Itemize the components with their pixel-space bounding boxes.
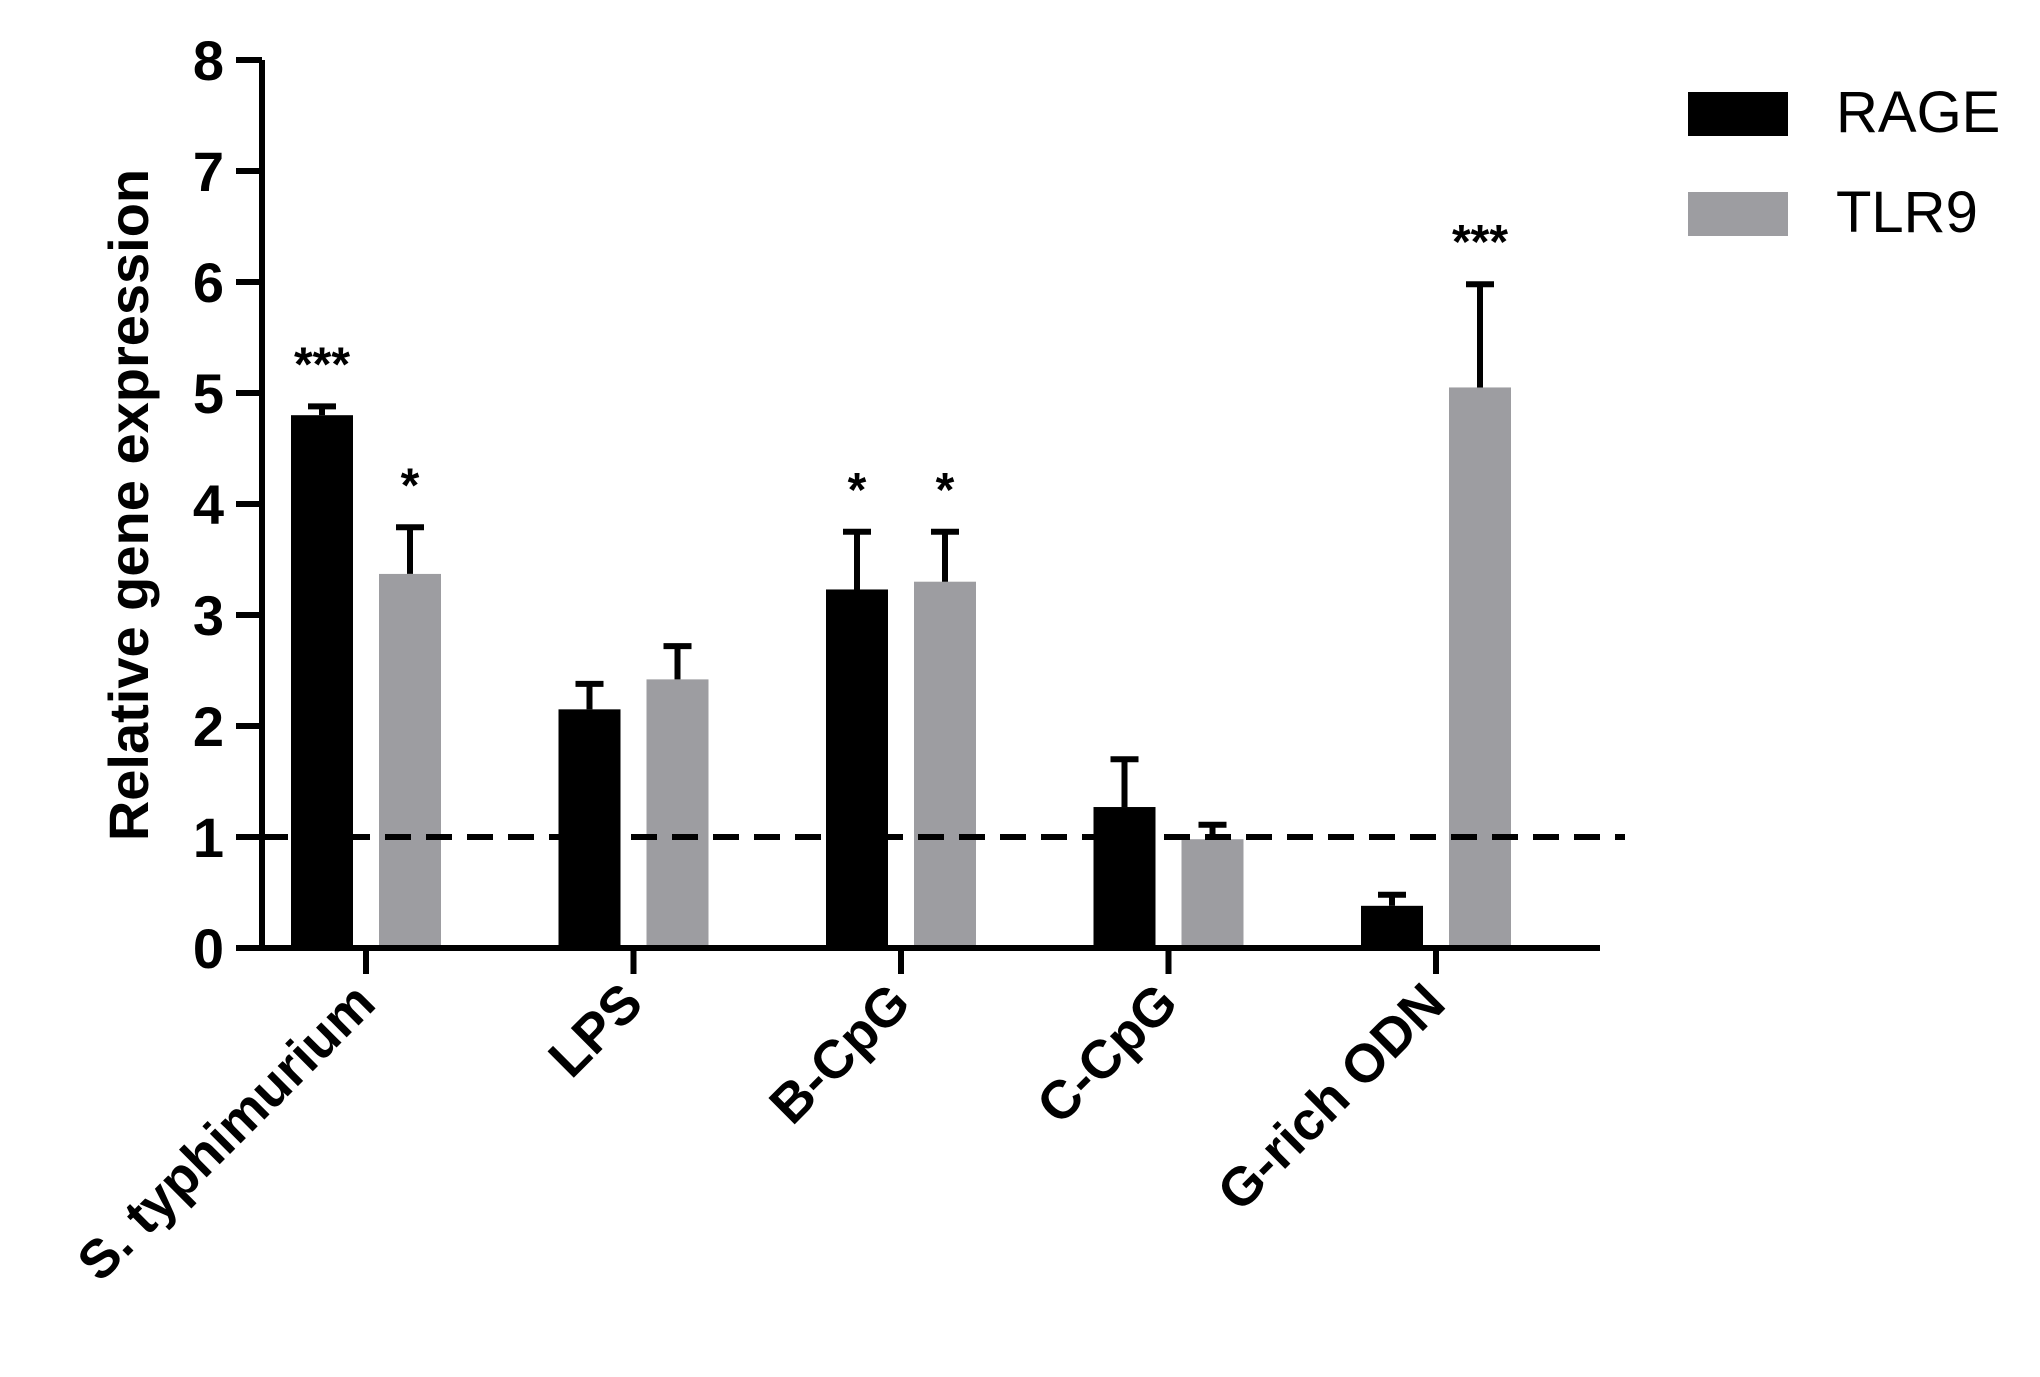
x-tick-label-g-rich-odn: G-rich ODN	[1206, 972, 1456, 1222]
legend-label-tlr9: TLR9	[1836, 180, 1978, 245]
bar-rage-g-rich-odn	[1361, 905, 1423, 948]
bars-layer: ***** ****	[291, 216, 1511, 948]
significance-tlr9-s-typhimurium: *	[401, 459, 420, 512]
bar-tlr9-s-typhimurium	[379, 573, 441, 948]
bar-rage-lps	[558, 709, 621, 948]
bar-tlr9-c-cpg	[1181, 839, 1244, 948]
y-tick-label-0: 0	[193, 917, 224, 980]
bar-rage-c-cpg	[1093, 807, 1156, 948]
significance-rage-s-typhimurium: ***	[294, 338, 350, 391]
x-tick-label-c-cpg: C-CpG	[1026, 972, 1189, 1135]
y-tick-label-2: 2	[193, 695, 224, 758]
y-tick-label-5: 5	[193, 362, 224, 425]
y-tick-label-6: 6	[193, 251, 224, 314]
x-tick-label-s-typhimurium: S. typhimurium	[66, 972, 386, 1292]
y-axis-label: Relative gene expression	[97, 169, 160, 841]
bar-rage-s-typhimurium	[291, 415, 353, 948]
x-tick-label-lps: LPS	[537, 972, 654, 1089]
y-tick-label-4: 4	[193, 473, 224, 536]
bar-tlr9-lps	[646, 679, 709, 948]
y-tick-label-3: 3	[193, 584, 224, 647]
x-tick-label-b-cpg: B-CpG	[758, 972, 921, 1135]
significance-rage-b-cpg: *	[848, 464, 867, 517]
bar-rage-b-cpg	[826, 589, 888, 948]
y-tick-label-8: 8	[193, 29, 224, 92]
y-tick-label-7: 7	[193, 140, 224, 203]
legend-label-rage: RAGE	[1836, 80, 2000, 145]
bar-tlr9-g-rich-odn	[1449, 387, 1511, 948]
legend-swatch-tlr9	[1688, 192, 1788, 236]
bar-tlr9-b-cpg	[914, 581, 976, 948]
legend: RAGE TLR9	[1688, 80, 2000, 245]
y-tick-label-1: 1	[193, 806, 224, 869]
legend-swatch-rage	[1688, 92, 1788, 136]
significance-tlr9-b-cpg: *	[936, 464, 955, 517]
significance-tlr9-g-rich-odn: ***	[1452, 216, 1508, 269]
